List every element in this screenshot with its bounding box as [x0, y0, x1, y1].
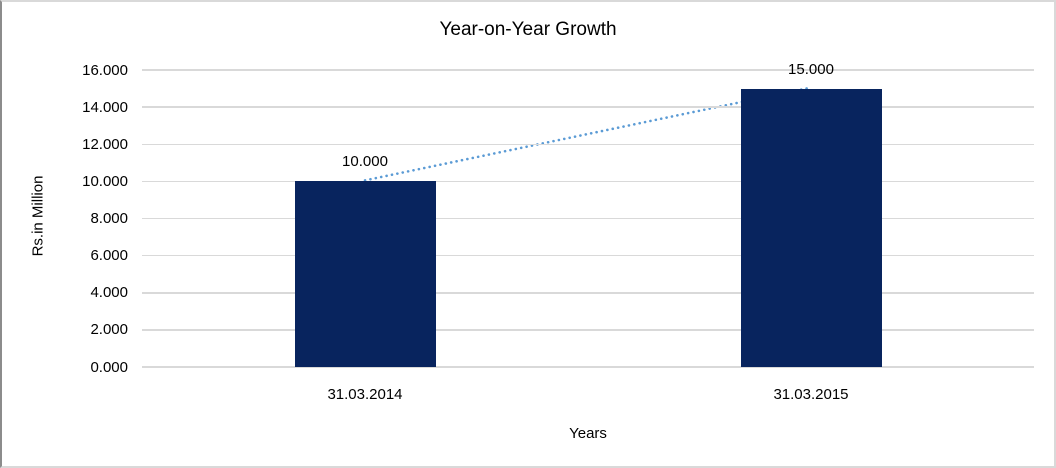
y-axis-tick-label: 6.000 — [90, 247, 128, 265]
gridline — [142, 217, 1034, 220]
y-axis-tick-label: 10.000 — [82, 172, 128, 190]
chart-title: Year-on-Year Growth — [439, 19, 617, 40]
bar-value-label: 10.000 — [342, 153, 388, 171]
bar-value-label: 15.000 — [788, 60, 834, 78]
y-axis-tick-label: 12.000 — [82, 135, 128, 153]
y-axis-tick-label: 8.000 — [90, 210, 128, 227]
gridline — [142, 180, 1034, 183]
gridline — [142, 254, 1034, 257]
x-axis-tick-label: 31.03.2014 — [327, 386, 403, 403]
bar — [294, 181, 436, 367]
gridline — [142, 329, 1034, 331]
x-axis-title: Years — [569, 425, 607, 442]
gridline — [142, 69, 1034, 71]
y-axis-tick-label: 16.000 — [82, 61, 128, 79]
gridline — [142, 143, 1034, 145]
y-axis-tick-label: 2.000 — [90, 321, 128, 339]
x-axis-tick-label: 31.03.2015 — [773, 386, 849, 403]
y-axis-tick-label: 4.000 — [90, 284, 128, 302]
y-axis-tick-label: 0.000 — [90, 358, 128, 376]
gridline — [142, 292, 1034, 294]
gridline — [142, 106, 1034, 108]
gridline — [142, 366, 1034, 368]
y-axis-tick-label: 14.000 — [82, 98, 128, 116]
bar — [740, 88, 882, 367]
